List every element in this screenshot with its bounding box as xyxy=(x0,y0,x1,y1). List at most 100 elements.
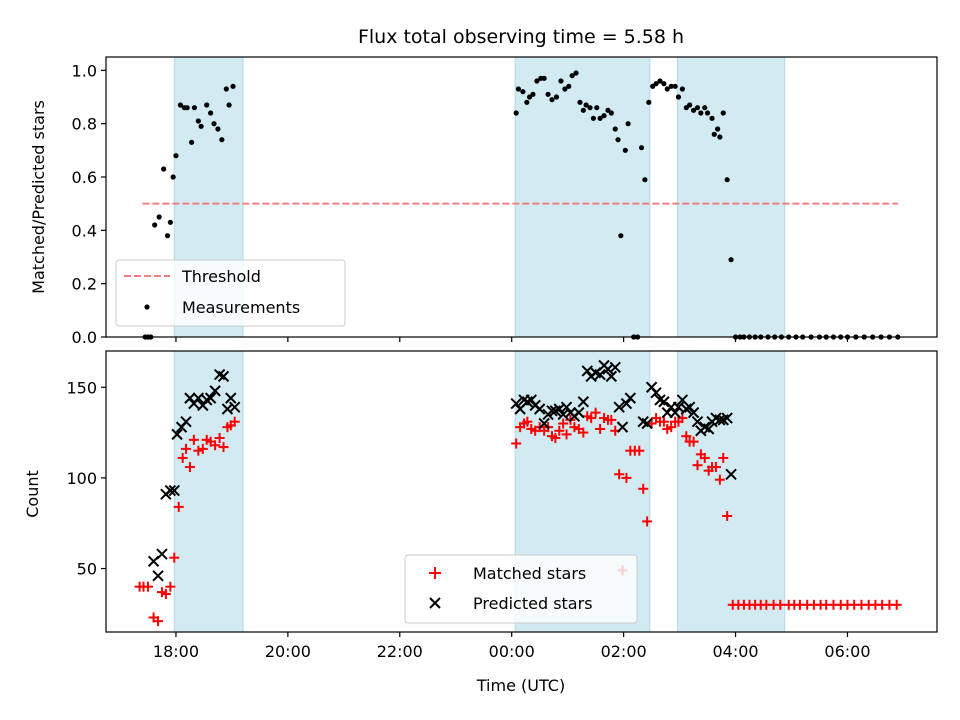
top-y-tick-label: 0.6 xyxy=(72,168,97,187)
matched-star-point xyxy=(218,442,229,453)
top-y-axis: 0.0 0.2 0.4 0.6 0.8 1.0 xyxy=(72,61,106,347)
measurement-point xyxy=(580,107,586,113)
x-tick-label: 06:00 xyxy=(824,642,870,661)
matched-star-point xyxy=(193,445,204,456)
measurement-point xyxy=(541,75,547,81)
matched-star-point xyxy=(558,418,569,429)
predicted-star-point xyxy=(605,370,618,383)
matched-star-point xyxy=(177,452,188,463)
top-y-tick-label: 0.2 xyxy=(72,275,97,294)
matched-star-point xyxy=(710,462,721,473)
matched-star-point xyxy=(614,469,625,480)
measurement-point xyxy=(520,89,526,95)
top-shaded-interval xyxy=(676,56,786,338)
matched-star-point xyxy=(511,438,522,449)
predicted-star-point xyxy=(613,401,625,413)
chart-title: Flux total observing time = 5.58 h xyxy=(358,26,684,48)
measurement-point xyxy=(219,137,225,143)
predicted-star-point xyxy=(171,428,183,441)
measurement-point xyxy=(524,99,530,105)
measurement-point xyxy=(615,137,621,143)
matched-star-point xyxy=(595,423,606,434)
measurement-point xyxy=(204,102,210,108)
x-tick-label: 18:00 xyxy=(153,642,199,661)
matched-star-point xyxy=(688,436,699,447)
matched-star-point xyxy=(181,443,192,454)
matched-star-point xyxy=(165,581,176,592)
measurement-point xyxy=(642,177,648,183)
predicted-star-point xyxy=(577,396,590,408)
bottom-y-tick-label: 150 xyxy=(66,378,97,397)
measurement-point xyxy=(198,123,204,129)
top-shaded-intervals xyxy=(173,56,786,338)
legend-predicted-label: Predicted stars xyxy=(473,594,593,613)
measurement-point xyxy=(569,73,575,79)
predicted-star-point xyxy=(609,361,621,374)
measurement-point xyxy=(724,177,730,183)
legend-measurements-label: Measurements xyxy=(182,298,300,317)
measurement-point xyxy=(612,126,618,132)
measurement-point xyxy=(715,126,721,132)
measurement-point xyxy=(608,110,614,116)
measurement-point xyxy=(208,110,214,116)
matched-star-point xyxy=(210,440,221,451)
matched-star-point xyxy=(550,433,561,444)
predicted-star-point xyxy=(538,417,550,430)
predicted-star-point xyxy=(225,392,237,404)
matched-star-point xyxy=(169,552,180,563)
measurement-point xyxy=(672,83,678,89)
top-legend: Threshold Measurements xyxy=(115,259,346,327)
predicted-star-point xyxy=(683,401,696,413)
measurement-point xyxy=(622,147,628,153)
matched-star-point xyxy=(197,443,208,454)
measurement-point xyxy=(675,94,682,100)
matched-star-point xyxy=(722,510,733,521)
measurement-point xyxy=(549,97,555,103)
measurement-point xyxy=(566,83,572,89)
measurement-point xyxy=(215,126,221,132)
predicted-star-point xyxy=(209,385,221,397)
measurement-point xyxy=(156,214,162,220)
top-y-tick-label: 0.0 xyxy=(72,328,97,347)
bottom-y-axis-label: Count xyxy=(23,470,42,518)
predicted-star-point xyxy=(533,403,546,415)
predicted-star-point xyxy=(525,394,538,406)
predicted-star-point xyxy=(510,397,522,410)
matched-star-point xyxy=(578,427,589,438)
top-y-tick-label: 1.0 xyxy=(72,61,97,80)
measurement-point xyxy=(583,102,589,108)
measurement-point xyxy=(687,102,693,108)
matched-star-point xyxy=(677,413,688,424)
bottom-legend: Matched stars Predicted stars xyxy=(404,554,638,624)
matched-star-point xyxy=(554,425,565,436)
predicted-star-point xyxy=(691,415,704,428)
measurement-point xyxy=(694,105,701,111)
measurement-point xyxy=(664,86,670,92)
legend-matched-swatch xyxy=(429,567,441,579)
predicted-stars-series xyxy=(147,359,737,582)
top-y-tick-label: 0.8 xyxy=(72,115,97,134)
measurement-point xyxy=(513,110,519,116)
x-axis: 18:00 20:00 22:00 00:00 02:00 04:00 06:00 xyxy=(153,632,871,661)
predicted-star-point xyxy=(560,401,573,413)
matched-star-point xyxy=(681,431,692,442)
measurement-point xyxy=(562,86,568,92)
predicted-star-point xyxy=(217,370,230,383)
measurement-point xyxy=(164,233,171,239)
measurement-point xyxy=(702,105,708,111)
bottom-axes-frame xyxy=(105,350,938,633)
measurement-point xyxy=(618,233,624,239)
predicted-star-point xyxy=(156,548,168,560)
matched-star-point xyxy=(586,413,597,424)
matched-star-point xyxy=(666,422,677,433)
x-tick-label: 02:00 xyxy=(601,642,647,661)
matched-star-point xyxy=(642,516,653,527)
matched-star-point xyxy=(153,616,164,627)
bottom-y-tick-label: 100 xyxy=(66,469,97,488)
measurement-point xyxy=(515,86,522,92)
measurement-point xyxy=(587,105,593,111)
measurement-point xyxy=(728,257,734,263)
measurement-point xyxy=(690,107,697,113)
measurement-point xyxy=(152,222,158,228)
